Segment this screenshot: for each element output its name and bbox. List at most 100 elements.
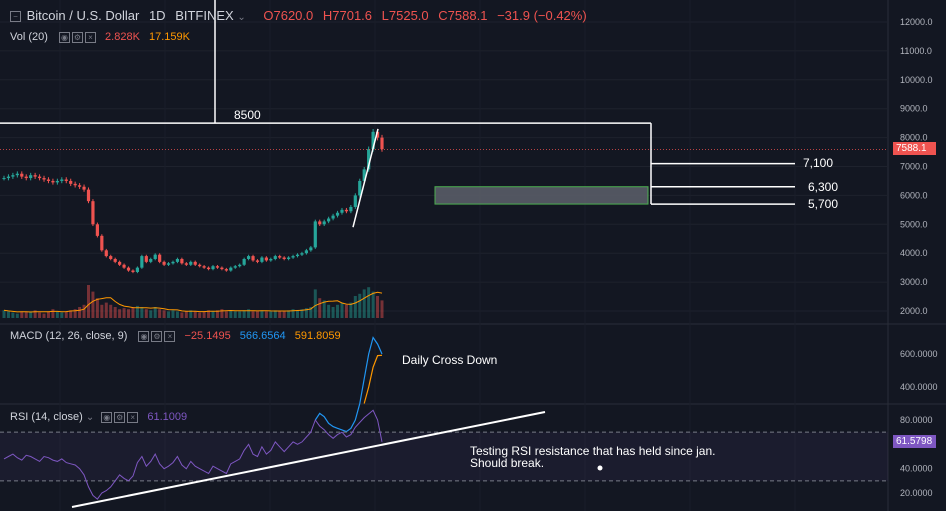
candle-body — [264, 257, 268, 261]
volume-bar — [313, 289, 317, 318]
candle-body — [69, 180, 73, 184]
volume-bar — [349, 302, 353, 318]
volume-bar — [144, 309, 148, 318]
candle-body — [304, 250, 308, 254]
volume-bar — [242, 310, 246, 318]
candle-body — [78, 185, 82, 187]
close-icon[interactable]: × — [84, 31, 96, 43]
candle-body — [140, 256, 144, 268]
candle-body — [2, 178, 6, 180]
volume-bar — [336, 304, 340, 318]
volume-bar — [296, 310, 300, 318]
close-icon[interactable]: × — [164, 330, 176, 342]
symbol-name: Bitcoin / U.S. Dollar — [26, 8, 140, 23]
candle-body — [224, 269, 228, 271]
rsi-value: 61.1009 — [147, 411, 188, 423]
volume-bar — [282, 311, 286, 318]
candle-body — [42, 178, 46, 180]
high-label: H — [322, 8, 333, 23]
volume-bar — [175, 311, 179, 318]
candle-body — [149, 258, 153, 262]
low-label: L — [381, 8, 389, 23]
volume-bar — [127, 309, 131, 318]
change-value: −31.9 (−0.42%) — [497, 8, 587, 23]
rsi-legend[interactable]: RSI (14, close) ⌄ ◉ ⚙ × 61.1009 — [10, 411, 187, 423]
candle-body — [55, 180, 59, 183]
rsi-badge: 61.5798 — [893, 435, 936, 448]
low-value: 7525.0 — [388, 8, 429, 23]
volume-bar — [167, 311, 171, 318]
candle-body — [29, 175, 33, 179]
rsi-label: RSI (14, close) — [10, 411, 83, 423]
candle-body — [295, 254, 300, 257]
candle-body — [278, 256, 282, 258]
macd-signal-value: 591.8059 — [294, 330, 341, 342]
volume-bar — [322, 300, 326, 318]
symbol-header[interactable]: − Bitcoin / U.S. Dollar 1D BITFINEX ⌄ O7… — [10, 8, 587, 23]
candle-body — [287, 257, 291, 259]
volume-bar — [109, 304, 113, 318]
candle-body — [166, 263, 171, 265]
volume-bar — [38, 312, 42, 318]
candle-body — [300, 253, 304, 255]
volume-bar — [184, 311, 188, 318]
settings-icon[interactable]: ⚙ — [151, 330, 163, 342]
eye-icon[interactable]: ◉ — [101, 411, 113, 423]
volume-bar — [376, 296, 380, 318]
eye-icon[interactable]: ◉ — [138, 330, 150, 342]
volume-bar — [64, 311, 68, 318]
candle-body — [6, 176, 11, 179]
candle-body — [20, 173, 24, 177]
candle-body — [153, 254, 157, 259]
volume-bar — [193, 311, 197, 318]
chevron-down-icon[interactable]: ⌄ — [85, 412, 95, 423]
volume-bar — [82, 304, 86, 318]
candle-body — [189, 261, 193, 265]
volume-legend[interactable]: Vol (20) ◉ ⚙ × 2.828K 17.159K — [10, 31, 190, 43]
settings-icon[interactable]: ⚙ — [114, 411, 126, 423]
candle-body — [86, 189, 91, 202]
chevron-down-icon[interactable]: ⌄ — [237, 12, 246, 23]
volume-bar — [327, 304, 331, 318]
candle-body — [175, 258, 180, 262]
macd-legend[interactable]: MACD (12, 26, close, 9) ◉ ⚙ × −25.1495 566… — [10, 330, 341, 342]
settings-icon[interactable]: ⚙ — [71, 31, 83, 43]
volume-bar — [304, 308, 308, 318]
volume-bar — [135, 305, 139, 318]
candle-body — [91, 201, 95, 225]
volume-bar — [362, 289, 366, 318]
price-tick-label: 3000.0 — [900, 277, 928, 287]
volume-bar — [340, 302, 344, 318]
candle-body — [251, 256, 255, 261]
candle-body — [211, 266, 215, 270]
volume-bar — [269, 311, 273, 318]
close-value: 7588.1 — [447, 8, 488, 23]
price-tick-label: 8000.0 — [900, 133, 928, 143]
candle-body — [126, 267, 131, 271]
candle-body — [220, 267, 224, 270]
candle-body — [24, 176, 28, 179]
candle-body — [100, 235, 104, 251]
close-icon[interactable]: × — [127, 411, 139, 423]
volume-bar — [238, 311, 242, 318]
volume-bar — [344, 304, 348, 318]
eye-icon[interactable]: ◉ — [58, 31, 70, 43]
price-tick-label: 9000.0 — [900, 104, 928, 114]
volume-bar — [380, 300, 384, 318]
price-tick-label: 2000.0 — [900, 306, 928, 316]
macd-value: 566.6564 — [239, 330, 286, 342]
price-tick-label: 12000.0 — [900, 17, 933, 27]
volume-bar — [260, 310, 264, 318]
rsi-trendline — [71, 411, 546, 508]
collapse-icon[interactable]: − — [10, 11, 21, 23]
candle-body — [33, 175, 37, 177]
volume-bar — [104, 302, 108, 318]
candle-body — [340, 209, 344, 213]
volume-bar — [55, 311, 59, 318]
volume-bar — [371, 291, 375, 318]
candle-body — [371, 131, 375, 150]
candle-body — [282, 257, 286, 259]
open-label: O — [263, 8, 274, 23]
volume-bar — [131, 307, 135, 318]
